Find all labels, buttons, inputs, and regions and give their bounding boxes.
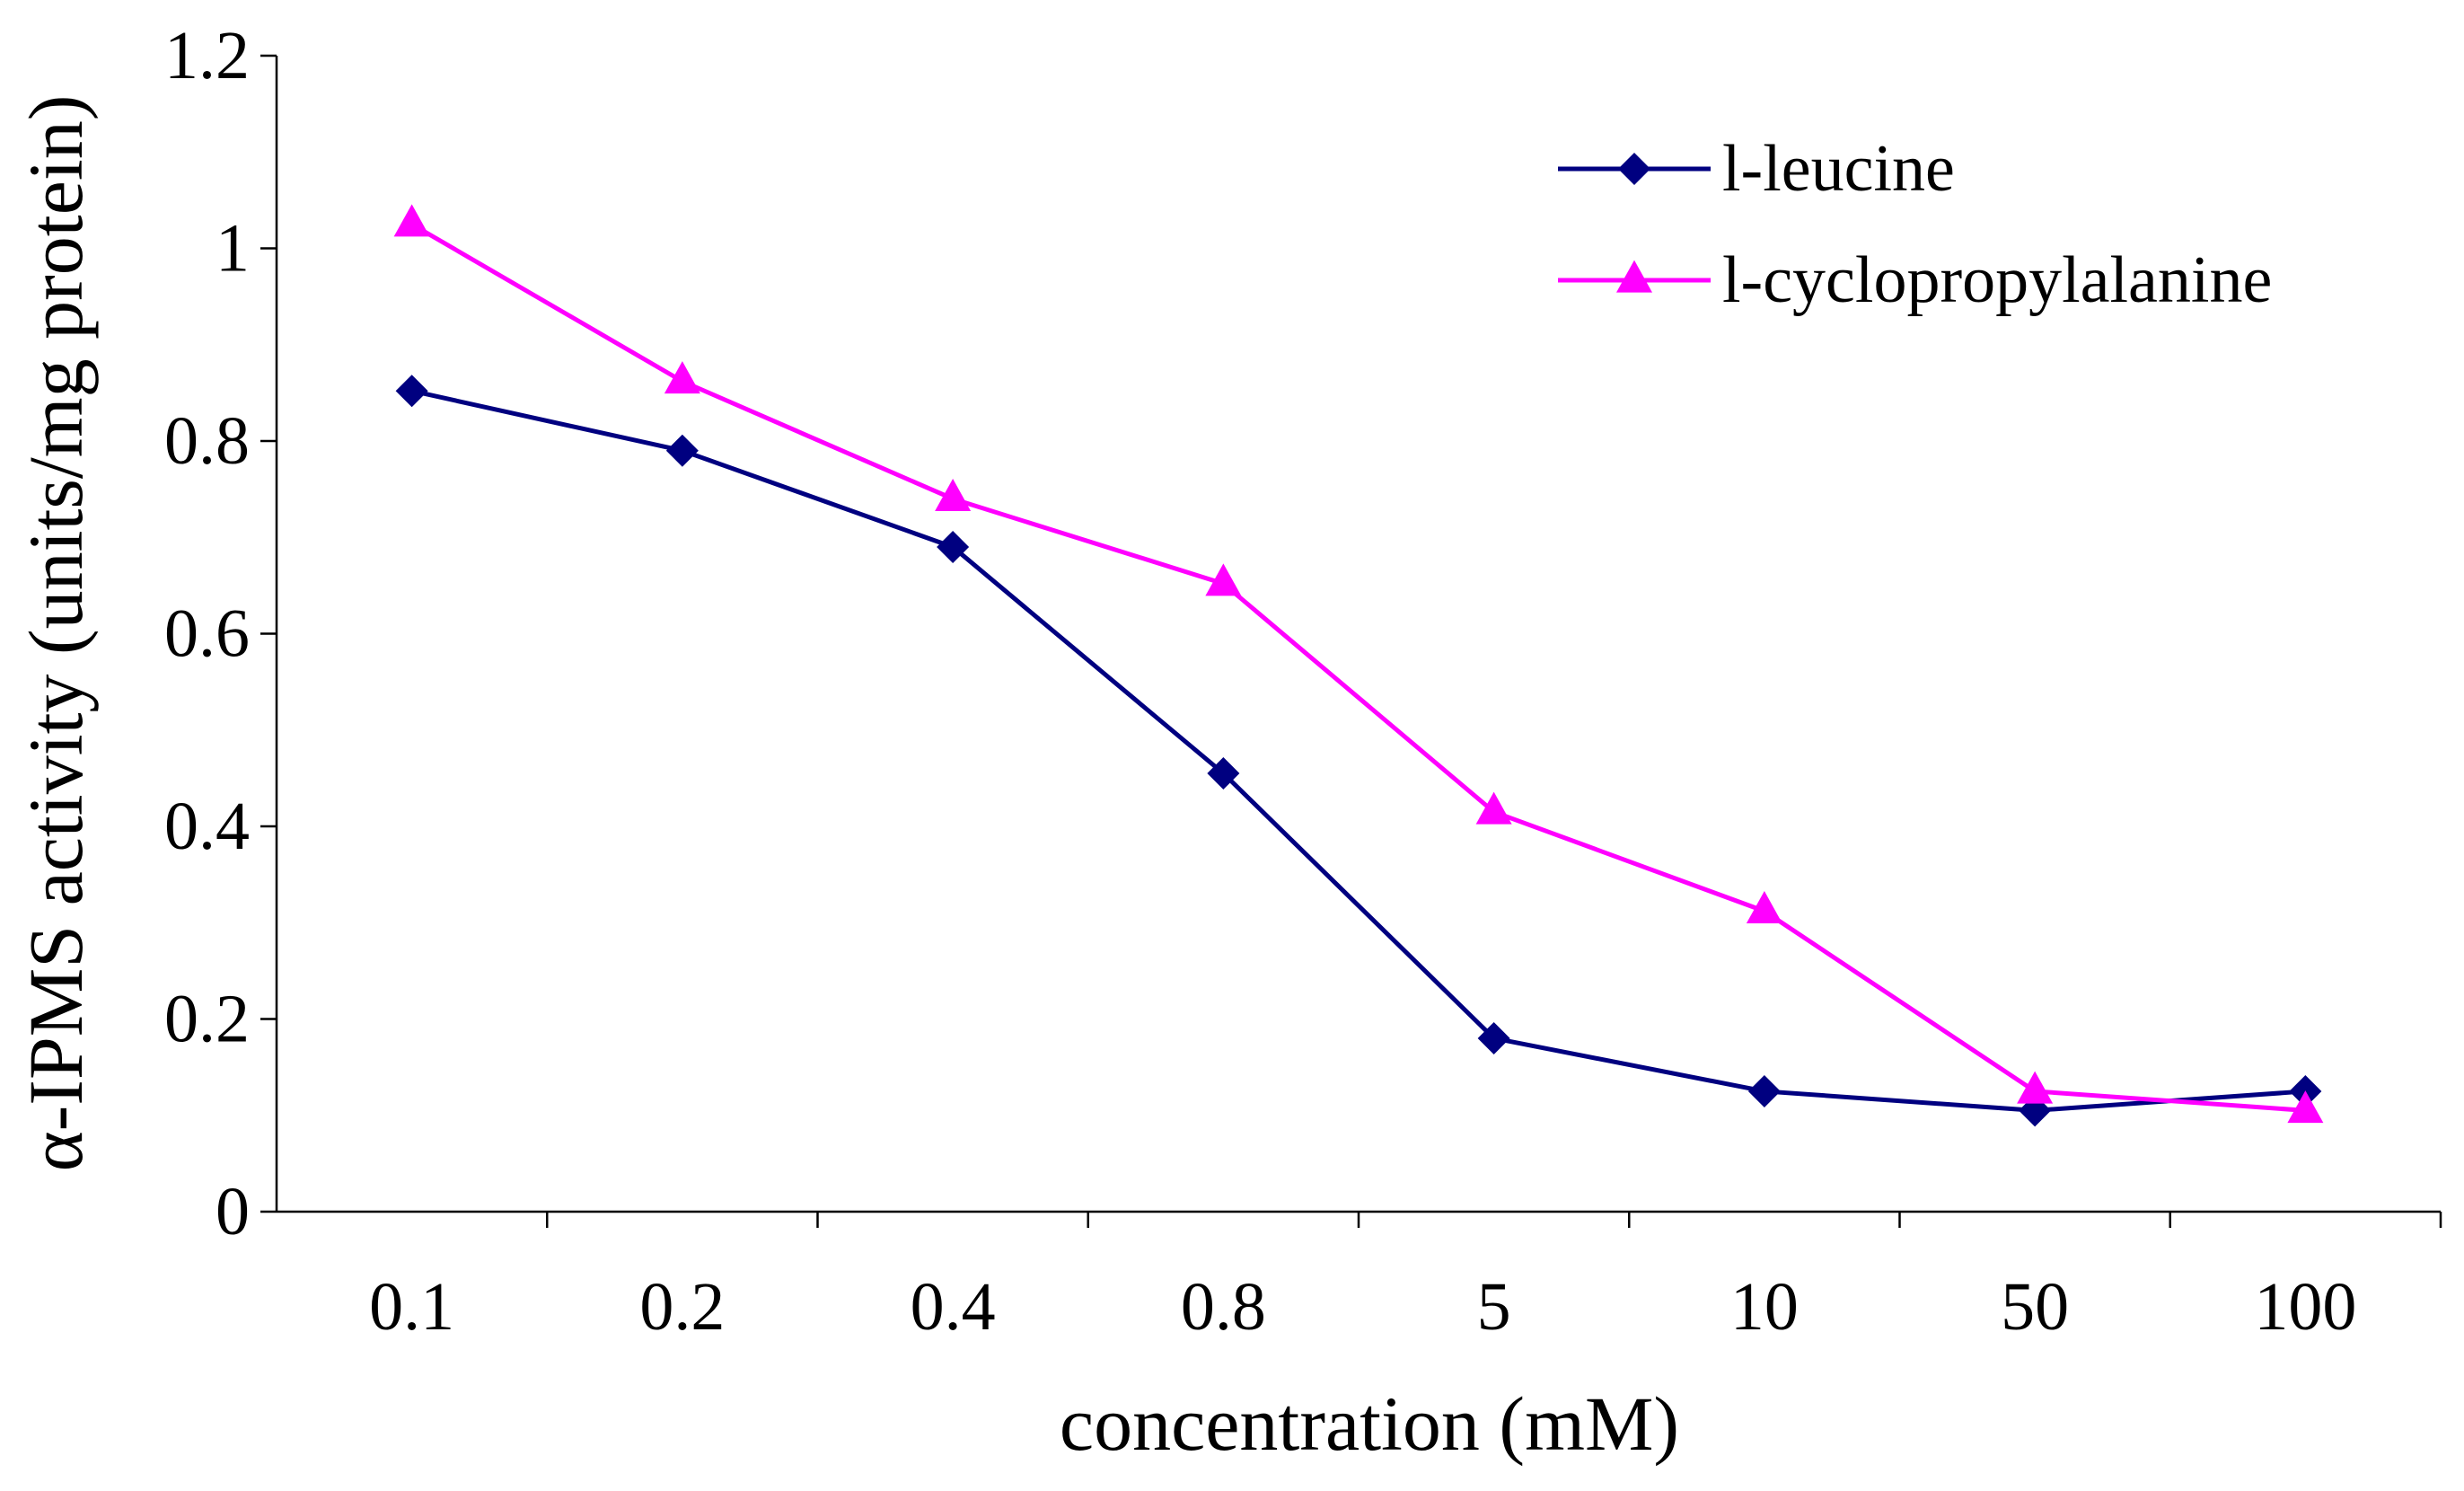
data-point-l-leucine <box>395 375 428 408</box>
y-tick-label: 0.4 <box>164 789 250 864</box>
series-line-l-cyclopropylalanine <box>410 222 2306 1113</box>
series-layer <box>393 204 2324 1127</box>
data-point-l-cyclopropylalanine <box>393 204 430 237</box>
x-axis-title: concentration (mM) <box>1060 1381 1679 1467</box>
axes <box>260 54 2442 1228</box>
data-point-l-cyclopropylalanine <box>2287 1090 2324 1124</box>
data-point-l-cyclopropylalanine <box>935 479 972 512</box>
x-tick-label: 0.2 <box>639 1269 725 1345</box>
y-tick-label: 1 <box>216 211 250 287</box>
y-tick-label: 0.8 <box>164 403 250 479</box>
x-tick-label: 5 <box>1477 1269 1511 1345</box>
y-tick-label: 0.6 <box>164 596 250 672</box>
tick-labels: 0 0.2 0.4 0.6 0.8 1 1.2 0.1 0.2 0.4 0.8 5 10 50 100 <box>164 18 2356 1345</box>
x-tick-label: 100 <box>2254 1269 2356 1345</box>
data-point-l-cyclopropylalanine <box>664 361 700 394</box>
data-point-l-cyclopropylalanine <box>1205 563 1242 596</box>
legend-marker <box>1618 153 1650 185</box>
data-point-l-cyclopropylalanine <box>1475 791 1512 825</box>
data-point-l-cyclopropylalanine <box>1746 891 1782 924</box>
y-axis-title: α-IPMS activity (units/mg protein) <box>13 95 99 1172</box>
data-point-l-leucine <box>1207 757 1240 790</box>
data-point-l-leucine <box>1747 1074 1781 1107</box>
legend-label: l-cyclopropylalanine <box>1722 243 2272 317</box>
x-tick-label: 10 <box>1730 1269 1799 1345</box>
legend-marker <box>1616 260 1652 293</box>
y-tick-label: 0.2 <box>164 982 250 1057</box>
data-point-l-leucine <box>937 530 970 563</box>
data-point-l-leucine <box>1477 1021 1510 1054</box>
series-line-l-leucine <box>411 388 2306 1113</box>
x-tick-label: 0.8 <box>1181 1269 1266 1345</box>
x-tick-label: 50 <box>2001 1269 2069 1345</box>
x-tick-label: 0.1 <box>369 1269 454 1345</box>
x-tick-label: 0.4 <box>911 1269 996 1345</box>
y-tick-label: 1.2 <box>164 18 250 93</box>
legend: l-leucine l-cyclopropylalanine <box>1558 132 2272 317</box>
legend-label: l-leucine <box>1722 132 1955 206</box>
y-tick-label: 0 <box>216 1174 250 1249</box>
data-point-l-leucine <box>665 434 699 467</box>
data-point-l-cyclopropylalanine <box>2017 1071 2054 1104</box>
